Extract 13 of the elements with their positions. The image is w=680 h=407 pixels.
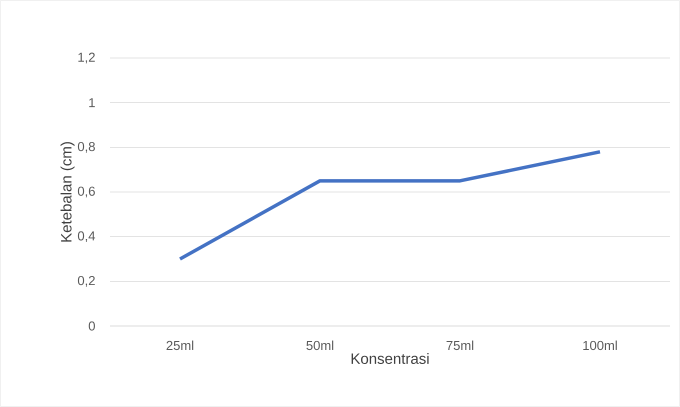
- x-tick-label: 50ml: [306, 340, 334, 350]
- y-tick-label: 1,2: [78, 52, 95, 64]
- x-axis-title: Konsentrasi: [352, 352, 429, 364]
- y-axis-title: Ketebalan (cm): [60, 142, 75, 242]
- y-tick-label: 1: [89, 98, 95, 108]
- y-tick-label: 0,2: [78, 276, 95, 287]
- x-tick-label: 25ml: [166, 340, 194, 350]
- y-tick-label: 0,4: [78, 231, 96, 242]
- x-tick-label: 100ml: [583, 340, 617, 350]
- y-tick-label: 0: [88, 321, 95, 331]
- x-tick-label: 75ml: [446, 340, 474, 350]
- y-tick-label: 0,8: [78, 142, 95, 153]
- y-tick-label: 0,6: [78, 186, 95, 198]
